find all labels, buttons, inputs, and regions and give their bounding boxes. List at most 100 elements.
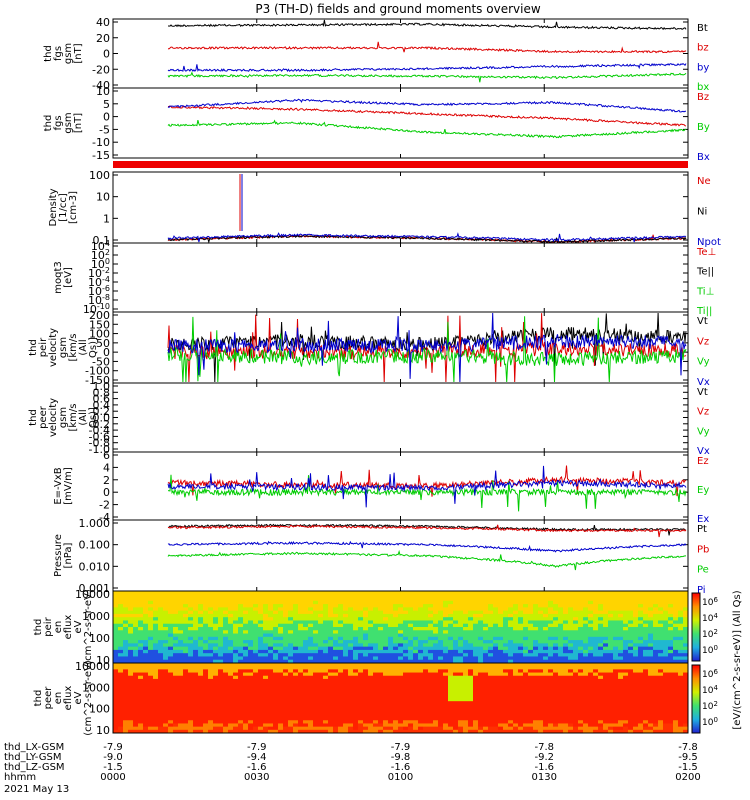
- spectrogram-cell: [323, 610, 329, 615]
- spectrogram-cell: [403, 617, 409, 621]
- spectrogram-cell: [508, 685, 514, 689]
- spectrogram-cell: [208, 701, 214, 705]
- spectrogram-cell: [198, 717, 204, 721]
- spectrogram-cell: [118, 594, 124, 599]
- spectrogram-cell: [323, 675, 329, 680]
- spectrogram-cell: [553, 675, 559, 680]
- spectrogram-cell: [413, 698, 419, 702]
- spectrogram-cell: [148, 691, 154, 696]
- spectrogram-cell: [158, 691, 164, 696]
- y-axis-label-line: thd: [43, 45, 54, 62]
- spectrogram-cell: [318, 646, 324, 651]
- spectrogram-cell: [463, 729, 469, 734]
- spectrogram-cell: [418, 659, 424, 664]
- spectrogram-cell: [143, 623, 149, 628]
- spectrogram-cell: [133, 630, 139, 635]
- spectrogram-cell: [363, 688, 369, 693]
- spectrogram-cell: [248, 666, 254, 670]
- spectrogram-cell: [638, 591, 644, 595]
- spectrogram-cell: [418, 627, 424, 631]
- spectrogram-cell: [458, 666, 464, 670]
- spectrogram-cell: [553, 617, 559, 621]
- spectrogram-cell: [233, 701, 239, 705]
- spectrogram-cell: [578, 656, 584, 661]
- spectrogram-cell: [453, 688, 459, 693]
- y-axis-label-line: moqt3: [53, 261, 64, 294]
- spectrogram-cell: [438, 698, 444, 702]
- spectrogram-cell: [323, 663, 329, 667]
- spectrogram-cell: [413, 646, 419, 651]
- spectrogram-cell: [598, 659, 604, 664]
- spectrogram-cell: [598, 640, 604, 644]
- spectrogram-cell: [128, 649, 134, 654]
- spectrogram-cell: [118, 607, 124, 612]
- spectrogram-cell: [548, 646, 554, 651]
- spectrogram-cell: [428, 704, 434, 709]
- spectrogram-cell: [648, 597, 654, 602]
- spectrogram-cell: [573, 610, 579, 615]
- spectrogram-cell: [248, 617, 254, 621]
- spectrogram-cell: [123, 591, 129, 595]
- legend-pi: Pi: [697, 585, 706, 596]
- spectrogram-cell: [223, 713, 229, 718]
- spectrogram-cell: [503, 672, 509, 677]
- spectrogram-cell: [368, 627, 374, 631]
- y-tick-label: 1: [103, 212, 110, 225]
- spectrogram-cell: [343, 653, 349, 657]
- spectrogram-cell: [473, 666, 479, 670]
- spectrogram-cell: [303, 630, 309, 635]
- spectrogram-cell: [528, 669, 534, 674]
- spectrogram-cell: [238, 729, 244, 734]
- spectrogram-cell: [138, 707, 144, 712]
- spectrogram-cell: [483, 659, 489, 664]
- spectrogram-cell: [473, 613, 479, 618]
- spectrogram-cell: [173, 698, 179, 702]
- spectrogram-cell: [328, 620, 334, 625]
- spectrogram-cell: [563, 726, 569, 731]
- spectrogram-cell: [678, 633, 684, 638]
- spectrogram-cell: [573, 698, 579, 702]
- spectrogram-cell: [378, 613, 384, 618]
- spectrogram-cell: [358, 659, 364, 664]
- spectrogram-cell: [293, 698, 299, 702]
- spectrogram-cell: [293, 640, 299, 644]
- spectrogram-cell: [118, 617, 124, 621]
- spectrogram-cell: [133, 713, 139, 718]
- spectrogram-cell: [378, 640, 384, 644]
- spectrogram-cell: [248, 640, 254, 644]
- spectrogram-cell: [268, 726, 274, 731]
- spectrogram-cell: [118, 717, 124, 721]
- spectrogram-cell: [618, 649, 624, 654]
- spectrogram-cell: [133, 720, 139, 724]
- spectrogram-cell: [498, 682, 504, 686]
- spectrogram-cell: [263, 691, 269, 696]
- spectrogram-cell: [418, 682, 424, 686]
- spectrogram-cell: [308, 636, 314, 641]
- spectrogram-cell: [348, 717, 354, 721]
- spectrogram-cell: [558, 729, 564, 734]
- spectrogram-cell: [433, 717, 439, 721]
- spectrogram-cell: [118, 591, 124, 595]
- spectrogram-cell: [263, 659, 269, 664]
- spectrogram-cell: [458, 694, 464, 699]
- spectrogram-cell: [348, 675, 354, 680]
- spectrogram-cell: [503, 717, 509, 721]
- spectrogram-cell: [153, 600, 159, 605]
- spectrogram-cell: [133, 698, 139, 702]
- spectrogram-cell: [308, 623, 314, 628]
- spectrogram-cell: [468, 643, 474, 648]
- spectrogram-cell: [488, 630, 494, 635]
- spectrogram-cell: [358, 640, 364, 644]
- spectrogram-cell: [223, 630, 229, 635]
- spectrogram-cell: [223, 591, 229, 595]
- spectrogram-cell: [353, 653, 359, 657]
- spectrogram-cell: [623, 659, 629, 664]
- spectrogram-cell: [203, 701, 209, 705]
- spectrogram-cell: [373, 630, 379, 635]
- spectrogram-cell: [318, 604, 324, 608]
- spectrogram-cell: [413, 701, 419, 705]
- spectrogram-cell: [683, 630, 689, 635]
- spectrogram-cell: [373, 627, 379, 631]
- spectrogram-cell: [458, 620, 464, 625]
- spectrogram-cell: [388, 707, 394, 712]
